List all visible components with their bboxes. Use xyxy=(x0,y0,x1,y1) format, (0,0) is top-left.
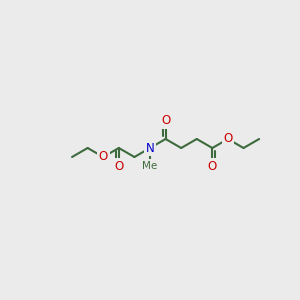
Text: O: O xyxy=(114,160,123,172)
Text: O: O xyxy=(99,151,108,164)
Text: O: O xyxy=(208,160,217,172)
Text: O: O xyxy=(161,115,170,128)
Text: O: O xyxy=(223,133,232,146)
Text: Me: Me xyxy=(142,161,158,171)
Text: N: N xyxy=(146,142,154,154)
